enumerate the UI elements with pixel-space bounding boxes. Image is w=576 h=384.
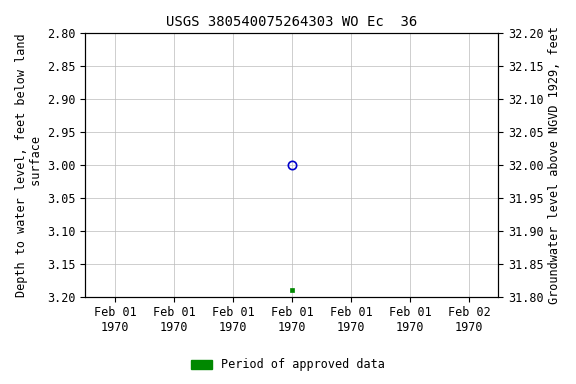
Y-axis label: Depth to water level, feet below land
 surface: Depth to water level, feet below land su… — [15, 33, 43, 297]
Legend: Period of approved data: Period of approved data — [186, 354, 390, 376]
Title: USGS 380540075264303 WO Ec  36: USGS 380540075264303 WO Ec 36 — [166, 15, 418, 29]
Y-axis label: Groundwater level above NGVD 1929, feet: Groundwater level above NGVD 1929, feet — [548, 26, 561, 304]
